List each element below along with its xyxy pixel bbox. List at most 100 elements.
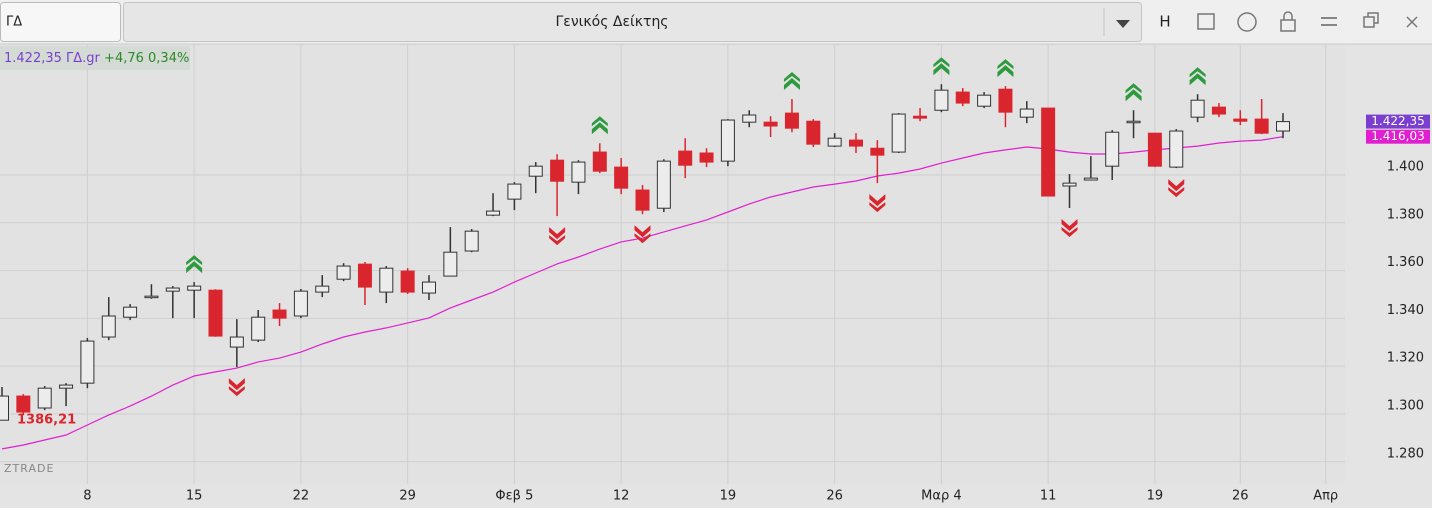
candle-body [0, 395, 9, 421]
x-tick-label: 15 [186, 489, 203, 504]
x-tick-label: 8 [83, 489, 91, 504]
sell-signal [634, 225, 651, 244]
candle-body [528, 165, 543, 177]
symbol-input[interactable] [0, 2, 121, 42]
minimize-icon[interactable] [1321, 17, 1337, 26]
candle-body [1083, 177, 1098, 181]
buy-signal [186, 255, 203, 274]
candle-body [379, 267, 394, 293]
candle-body [251, 316, 266, 341]
buy-signal [997, 59, 1014, 78]
candle-body [870, 147, 885, 156]
candle-body [229, 336, 244, 348]
x-tick-label: 26 [1232, 489, 1249, 504]
x-tick-label: 22 [293, 489, 310, 504]
buy-signal [1125, 83, 1142, 102]
candle-body [144, 295, 159, 299]
y-tick-label: 1.380 [1387, 207, 1424, 222]
quote-icon[interactable] [1237, 12, 1257, 32]
candle-body [422, 281, 436, 294]
candle-body [763, 121, 778, 127]
candle-body [336, 265, 351, 280]
panel-icon[interactable] [1197, 13, 1215, 30]
candle-body [1062, 182, 1077, 187]
candle-body [742, 114, 757, 123]
chart-title: Γενικός Δείκτης [555, 14, 668, 30]
dropdown-arrow[interactable] [1116, 20, 1130, 28]
quote-name: ΓΔ.gr [66, 51, 101, 66]
candle-body [849, 139, 863, 147]
candle-body [1190, 99, 1205, 118]
h-button[interactable]: H [1159, 13, 1170, 31]
candle-body [571, 161, 586, 183]
x-tick-label: Φεβ 5 [495, 489, 533, 504]
candle-body [1147, 132, 1162, 167]
candle-body [998, 88, 1013, 113]
candle-body [123, 306, 138, 318]
candle-body [1211, 106, 1226, 115]
plot: 1386,21 [0, 45, 1345, 484]
x-tick-label: 29 [399, 489, 416, 504]
candle-body [614, 166, 629, 189]
y-tick-label: 1.400 [1387, 160, 1424, 175]
candle-body [1276, 121, 1290, 132]
candle-body [699, 152, 714, 163]
candle-body [101, 315, 116, 338]
candle-body [507, 183, 522, 200]
candle-body [165, 287, 180, 292]
y-tick-label: 1.340 [1387, 303, 1424, 318]
quote-box [0, 46, 190, 70]
sell-signal [1168, 179, 1185, 198]
candle-body [464, 230, 479, 252]
candle-body [592, 151, 607, 172]
candle-body [1233, 118, 1248, 122]
quote-price: 1.422,35 [4, 51, 62, 66]
x-tick-label: Απρ [1313, 489, 1338, 504]
x-tick-label: Μαρ 4 [921, 489, 961, 504]
candle-body [357, 263, 372, 288]
buy-signal [933, 57, 950, 76]
watermark: ZTRADE [4, 462, 54, 475]
candle-body [187, 285, 202, 291]
candle-body [1126, 120, 1141, 124]
candle-body [272, 309, 287, 319]
last-price-label: 1.422,35 [1371, 114, 1424, 128]
candle-body [400, 270, 415, 293]
moving-average-line [1, 136, 1284, 450]
ma-last-label: 1.416,03 [1371, 129, 1424, 143]
candle-body [720, 119, 735, 162]
x-tick-label: 19 [720, 489, 737, 504]
candle-body [656, 160, 671, 209]
low-label: 1386,21 [17, 413, 76, 428]
quote-change-pct: 0,34% [148, 51, 189, 66]
buy-signal [591, 116, 608, 135]
sell-signal [1061, 218, 1078, 237]
quote-change: +4,76 [104, 51, 144, 66]
x-tick-label: 12 [613, 489, 630, 504]
buy-signal [1189, 67, 1206, 86]
candle-body [1105, 131, 1120, 167]
restore-icon[interactable] [1363, 12, 1379, 28]
lock-icon[interactable] [1280, 19, 1296, 32]
candle-body [934, 89, 949, 111]
candle-body [59, 384, 74, 389]
ma-last-box [1366, 129, 1430, 144]
sell-signal [228, 378, 245, 397]
candle-body [977, 94, 992, 107]
candle-body [678, 150, 693, 166]
symbol-input-text: ΓΔ [6, 15, 22, 30]
title-box[interactable] [123, 2, 1142, 42]
candle-body [1169, 130, 1184, 168]
sell-signal [549, 227, 566, 246]
sell-signal [869, 194, 886, 213]
x-tick-label: 11 [1040, 489, 1057, 504]
lock-shackle [1283, 11, 1293, 20]
candle-body [443, 251, 458, 277]
x-tick-label: 19 [1147, 489, 1164, 504]
candle-body [315, 285, 330, 293]
candle-body [806, 120, 821, 145]
close-icon[interactable] [1406, 16, 1418, 28]
y-tick-label: 1.300 [1387, 398, 1424, 413]
candle-body [208, 289, 223, 337]
candle-body [80, 340, 95, 384]
